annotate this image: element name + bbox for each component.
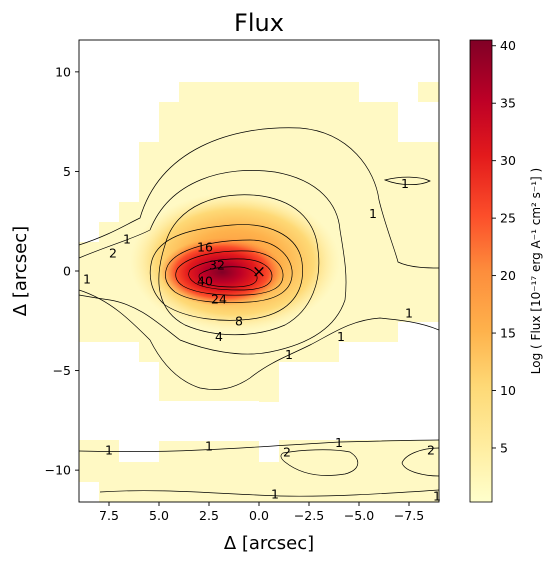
y-tick-label: 0: [63, 264, 71, 279]
flux-region-pixel: [418, 82, 439, 102]
y-tick-label: 5: [63, 164, 71, 179]
x-axis-ticks: 7.5 5.0 2.5 0.0 −2.5 −5.0 −7.5: [99, 502, 424, 523]
colorbar-tick-label: 10: [500, 383, 516, 398]
flux-region-band: [79, 440, 439, 502]
contour-label: 1: [105, 443, 113, 458]
contour-label: 4: [215, 329, 223, 344]
contour-level-1: [79, 127, 439, 390]
colorbar-tick-label: 5: [500, 440, 508, 455]
contour-lines: [79, 127, 439, 497]
contour-label: 1: [433, 489, 441, 504]
contour-label: 32: [209, 258, 225, 273]
colorbar-tick-label: 35: [500, 96, 516, 111]
contour-label: 1: [83, 271, 91, 286]
contour-label: 1: [123, 232, 131, 247]
colorbar-tick-label: 25: [500, 211, 516, 226]
colorbar-label: Log ( Flux [10⁻¹⁷ erg A⁻¹ cm² s⁻¹] ): [529, 168, 543, 374]
x-tick-label: −5.0: [344, 508, 374, 523]
contour-label: 2: [109, 246, 117, 261]
contour-label: 1: [335, 435, 343, 450]
x-tick-label: −2.5: [294, 508, 324, 523]
heatmap-image: [79, 82, 439, 502]
contour-label: 1: [271, 487, 279, 502]
contour-label: 24: [211, 291, 227, 306]
contour-label: 1: [369, 206, 377, 221]
x-tick-label: 0.0: [249, 508, 269, 523]
contour-level-24: [175, 250, 284, 296]
x-tick-label: 2.5: [199, 508, 219, 523]
contour-level-16: [165, 239, 293, 304]
x-tick-label: −7.5: [394, 508, 424, 523]
colorbar: [469, 39, 493, 503]
y-tick-label: −5: [53, 363, 71, 378]
contour-label: 40: [197, 273, 213, 288]
x-tick-label: 7.5: [99, 508, 119, 523]
peak-marker: ×: [252, 262, 266, 282]
colorbar-tick-label: 15: [500, 326, 516, 341]
contour-level-1b: [383, 176, 431, 185]
contour-label: 2: [283, 445, 291, 460]
contour-level-40: [198, 266, 258, 288]
peak-marker-symbol: ×: [252, 262, 266, 282]
contour-label: 1: [205, 439, 213, 454]
x-tick-label: 5.0: [149, 508, 169, 523]
contour-band-2: [280, 447, 439, 477]
chart-title: Flux: [234, 9, 284, 37]
y-tick-label: −10: [45, 463, 71, 478]
x-axis-label: Δ [arcsec]: [224, 533, 314, 554]
colorbar-tick-label: 30: [500, 153, 516, 168]
y-axis-label: Δ [arcsec]: [10, 226, 31, 316]
contour-level-4: [158, 194, 320, 336]
contour-level-2: [79, 170, 347, 355]
colorbar-tick-label: 20: [500, 268, 516, 283]
contour-label: 2: [427, 443, 435, 458]
contour-label: 1: [405, 305, 413, 320]
y-tick-label: 10: [55, 64, 71, 79]
contour-label: 1: [337, 329, 345, 344]
contour-label: 16: [197, 240, 213, 255]
contour-band-1: [79, 439, 439, 497]
colorbar-tick-label: 40: [500, 38, 516, 53]
contour-label: 1: [285, 347, 293, 362]
y-axis-ticks: 10 5 0 −5 −10: [45, 64, 79, 478]
contour-label: 8: [235, 313, 243, 328]
contour-level-32: [188, 258, 273, 291]
colorbar-ticks: 5 10 15 20 25 30 35 40: [492, 38, 516, 455]
contour-label: 1: [401, 176, 409, 191]
contour-level-8: [149, 224, 303, 321]
